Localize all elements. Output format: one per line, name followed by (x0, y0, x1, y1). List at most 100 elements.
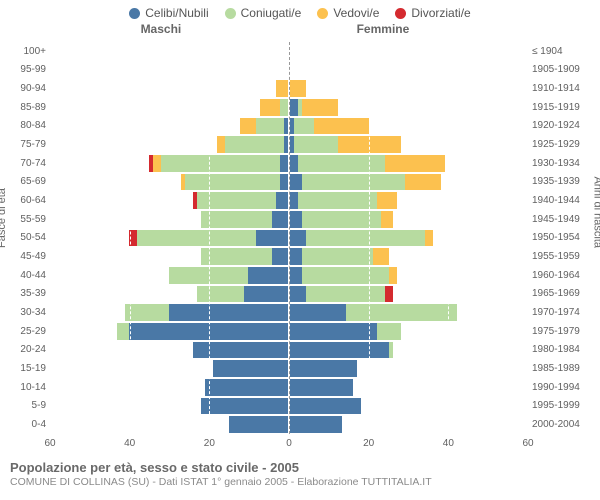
bar-seg-celibi (290, 192, 298, 209)
age-label: 15-19 (0, 363, 46, 374)
birth-year-label: 1950-1954 (532, 232, 600, 243)
bar-seg-vedovi (276, 80, 288, 97)
bar-group (50, 211, 528, 228)
age-label: 70-74 (0, 158, 46, 169)
age-row: 20-241980-1984 (50, 341, 528, 360)
bar-seg-coniugati (125, 304, 169, 321)
bar-seg-celibi (280, 174, 288, 191)
bar-seg-celibi (256, 230, 288, 247)
bar-group (50, 43, 528, 60)
bar-seg-celibi (290, 155, 298, 172)
age-label: 60-64 (0, 195, 46, 206)
age-label: 20-24 (0, 344, 46, 355)
chart-area: Fasce di età Anni di nascita 100+≤ 19049… (0, 38, 600, 458)
birth-year-label: ≤ 1904 (532, 46, 600, 57)
bar-seg-celibi (290, 379, 353, 396)
age-row: 45-491955-1959 (50, 247, 528, 266)
bar-seg-coniugati (169, 267, 248, 284)
bar-seg-celibi (193, 342, 288, 359)
age-label: 55-59 (0, 214, 46, 225)
male-title: Maschi (56, 22, 266, 38)
bar-seg-coniugati (294, 136, 338, 153)
bar-group (50, 230, 528, 247)
bar-seg-coniugati (294, 118, 314, 135)
age-row: 5-91995-1999 (50, 397, 528, 416)
birth-year-label: 1935-1939 (532, 176, 600, 187)
bar-seg-celibi (290, 398, 361, 415)
bar-seg-celibi (290, 286, 306, 303)
bar-seg-celibi (284, 118, 288, 135)
bar-seg-celibi (290, 211, 302, 228)
bar-seg-vedovi (385, 155, 445, 172)
birth-year-label: 1910-1914 (532, 83, 600, 94)
bar-seg-vedovi (377, 192, 397, 209)
age-row: 50-541950-1954 (50, 229, 528, 248)
bar-seg-celibi (272, 211, 288, 228)
age-row: 80-841920-1924 (50, 117, 528, 136)
birth-year-label: 1920-1924 (532, 120, 600, 131)
birth-year-label: 1965-1969 (532, 288, 600, 299)
gender-titles: Maschi Femmine (0, 20, 600, 38)
bar-seg-vedovi (240, 118, 256, 135)
age-row: 95-991905-1909 (50, 61, 528, 80)
birth-year-label: 1940-1944 (532, 195, 600, 206)
bar-seg-vedovi (153, 155, 161, 172)
birth-year-label: 1990-1994 (532, 382, 600, 393)
bar-seg-vedovi (260, 99, 280, 116)
age-label: 80-84 (0, 120, 46, 131)
bar-seg-coniugati (298, 155, 385, 172)
age-row: 15-191985-1989 (50, 359, 528, 378)
bar-seg-coniugati (302, 211, 381, 228)
bar-seg-celibi (290, 342, 389, 359)
bar-seg-coniugati (306, 230, 425, 247)
bar-group (50, 379, 528, 396)
age-row: 35-391965-1969 (50, 285, 528, 304)
bar-group (50, 342, 528, 359)
bar-group (50, 155, 528, 172)
footer-title: Popolazione per età, sesso e stato civil… (10, 460, 590, 476)
x-axis: 6040200204060 (50, 438, 528, 452)
age-row: 90-941910-1914 (50, 79, 528, 98)
birth-year-label: 1925-1929 (532, 139, 600, 150)
bar-seg-coniugati (256, 118, 284, 135)
bar-seg-celibi (248, 267, 288, 284)
bar-seg-coniugati (302, 248, 373, 265)
x-tick: 20 (204, 438, 215, 449)
bar-seg-coniugati (389, 342, 393, 359)
bar-seg-celibi (290, 360, 357, 377)
legend-swatch (225, 8, 236, 19)
bar-seg-divorz (385, 286, 393, 303)
bar-seg-celibi (213, 360, 288, 377)
bar-seg-celibi (129, 323, 288, 340)
bar-seg-vedovi (381, 211, 393, 228)
bar-seg-coniugati (306, 286, 385, 303)
birth-year-label: 1960-1964 (532, 270, 600, 281)
bar-group (50, 136, 528, 153)
bar-group (50, 398, 528, 415)
bar-seg-celibi (290, 416, 342, 433)
bar-seg-vedovi (405, 174, 441, 191)
bar-seg-vedovi (290, 80, 306, 97)
legend: Celibi/NubiliConiugati/eVedovi/eDivorzia… (0, 0, 600, 20)
legend-label: Vedovi/e (333, 6, 379, 20)
birth-year-label: 1975-1979 (532, 326, 600, 337)
legend-swatch (395, 8, 406, 19)
bar-seg-coniugati (197, 286, 245, 303)
bar-seg-coniugati (377, 323, 401, 340)
age-row: 40-441960-1964 (50, 266, 528, 285)
birth-year-label: 1930-1934 (532, 158, 600, 169)
age-row: 75-791925-1929 (50, 135, 528, 154)
age-label: 40-44 (0, 270, 46, 281)
birth-year-label: 2000-2004 (532, 419, 600, 430)
age-label: 90-94 (0, 83, 46, 94)
bar-seg-celibi (229, 416, 289, 433)
bar-seg-coniugati (280, 99, 288, 116)
age-label: 30-34 (0, 307, 46, 318)
bar-seg-coniugati (201, 248, 272, 265)
x-tick: 60 (44, 438, 55, 449)
bar-seg-coniugati (185, 174, 280, 191)
age-label: 45-49 (0, 251, 46, 262)
bar-group (50, 118, 528, 135)
birth-year-label: 1995-1999 (532, 400, 600, 411)
x-tick: 40 (443, 438, 454, 449)
